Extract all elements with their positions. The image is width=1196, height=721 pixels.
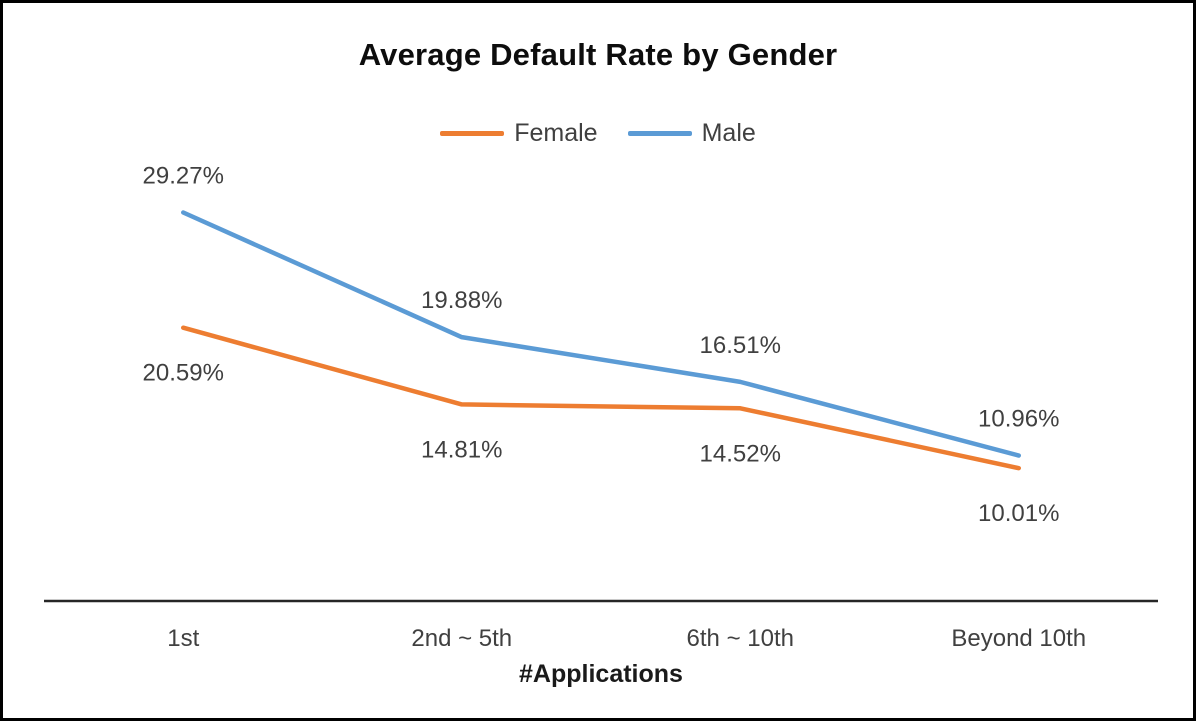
- data-label-female: 14.52%: [700, 440, 781, 467]
- x-tick-label: Beyond 10th: [951, 625, 1087, 652]
- data-label-male: 19.88%: [421, 287, 502, 314]
- legend-item-male: Male: [627, 118, 756, 148]
- female-line-swatch: [440, 130, 505, 136]
- male-line-swatch: [627, 130, 692, 136]
- data-label-male: 29.27%: [143, 163, 224, 190]
- legend-item-female: Female: [440, 118, 598, 148]
- data-label-male: 10.96%: [978, 406, 1059, 433]
- chart-title: Average Default Rate by Gender: [358, 37, 838, 72]
- x-axis-title: #Applications: [519, 660, 683, 688]
- x-tick-label: 2nd ~ 5th: [411, 625, 513, 652]
- legend-label-male: Male: [701, 118, 756, 147]
- data-label-female: 14.81%: [421, 436, 502, 463]
- legend: Female Male: [3, 115, 1193, 151]
- x-tick-label: 6th ~ 10th: [686, 625, 794, 652]
- x-tick-label: 1st: [167, 625, 200, 652]
- series-line-female: [181, 325, 1021, 471]
- legend-label-female: Female: [514, 118, 598, 147]
- data-label-male: 16.51%: [700, 332, 781, 359]
- plot-area: 20.59% 14.81% 14.52% 10.01% 29.27% 19.88% 16.5…: [44, 163, 1158, 603]
- data-label-female: 10.01%: [978, 500, 1059, 527]
- data-label-female: 20.59%: [143, 360, 224, 387]
- series-line-male: [181, 210, 1021, 458]
